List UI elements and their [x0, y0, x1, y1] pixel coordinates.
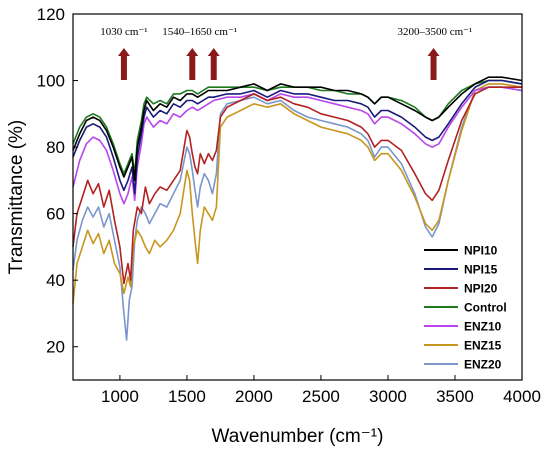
y-tick-label: 100 — [37, 72, 65, 91]
y-axis: 20 40 60 80 100 120 — [37, 5, 78, 357]
series-line-npi20 — [72, 86, 522, 285]
series-line-control — [72, 79, 523, 175]
legend-label-npi20: NPI20 — [464, 282, 498, 296]
legend-label-npi10: NPI10 — [464, 244, 498, 258]
annotation-label: 1030 cm⁻¹ — [100, 26, 147, 38]
y-tick-label: 40 — [46, 271, 65, 290]
annotation-label: 3200–3500 cm⁻¹ — [397, 26, 472, 38]
y-tick-label: 20 — [46, 338, 65, 357]
legend-label-control: Control — [464, 301, 507, 315]
x-tick-label: 3000 — [369, 387, 407, 406]
y-axis-title: Transmittance (%) — [6, 120, 27, 275]
series-line-enz15 — [72, 83, 523, 304]
arrow-shaft — [430, 54, 437, 80]
series-line-enz10 — [72, 86, 523, 205]
legend: NPI10 NPI15 NPI20 Control ENZ10 ENZ15 ENZ20 — [424, 244, 507, 372]
x-tick-label: 1500 — [168, 387, 206, 406]
annotation-label: 1540–1650 cm⁻¹ — [162, 26, 237, 38]
series-layer — [72, 76, 523, 341]
arrow-head — [117, 48, 130, 56]
arrow-shaft — [120, 54, 127, 80]
series-line-enz20 — [72, 86, 523, 341]
x-tick-label: 2500 — [302, 387, 340, 406]
series-line-npi15 — [72, 79, 523, 195]
y-tick-label: 80 — [46, 138, 65, 157]
y-tick-label: 60 — [46, 205, 65, 224]
plot-frame — [72, 13, 523, 381]
arrow-shaft — [210, 54, 217, 80]
x-tick-label: 1000 — [101, 387, 139, 406]
arrow-head — [186, 48, 199, 56]
legend-label-enz20: ENZ20 — [464, 358, 502, 372]
legend-label-enz10: ENZ10 — [464, 320, 502, 334]
arrow-head — [207, 48, 220, 56]
series-line-npi10 — [72, 76, 523, 182]
x-axis: 1000 1500 2000 2500 3000 3500 4000 — [101, 375, 541, 406]
x-axis-title: Wavenumber (cm⁻¹) — [212, 426, 384, 447]
annotation-labels: 1030 cm⁻¹ 1540–1650 cm⁻¹ 3200–3500 cm⁻¹ — [100, 26, 472, 38]
arrow-shaft — [189, 54, 196, 80]
x-tick-label: 3500 — [436, 387, 474, 406]
legend-label-enz15: ENZ15 — [464, 339, 502, 353]
y-tick-label: 120 — [37, 5, 65, 24]
x-tick-label: 2000 — [235, 387, 273, 406]
legend-label-npi15: NPI15 — [464, 263, 498, 277]
x-tick-label: 4000 — [503, 387, 541, 406]
arrow-head — [427, 48, 440, 56]
annotation-arrows — [117, 48, 440, 80]
